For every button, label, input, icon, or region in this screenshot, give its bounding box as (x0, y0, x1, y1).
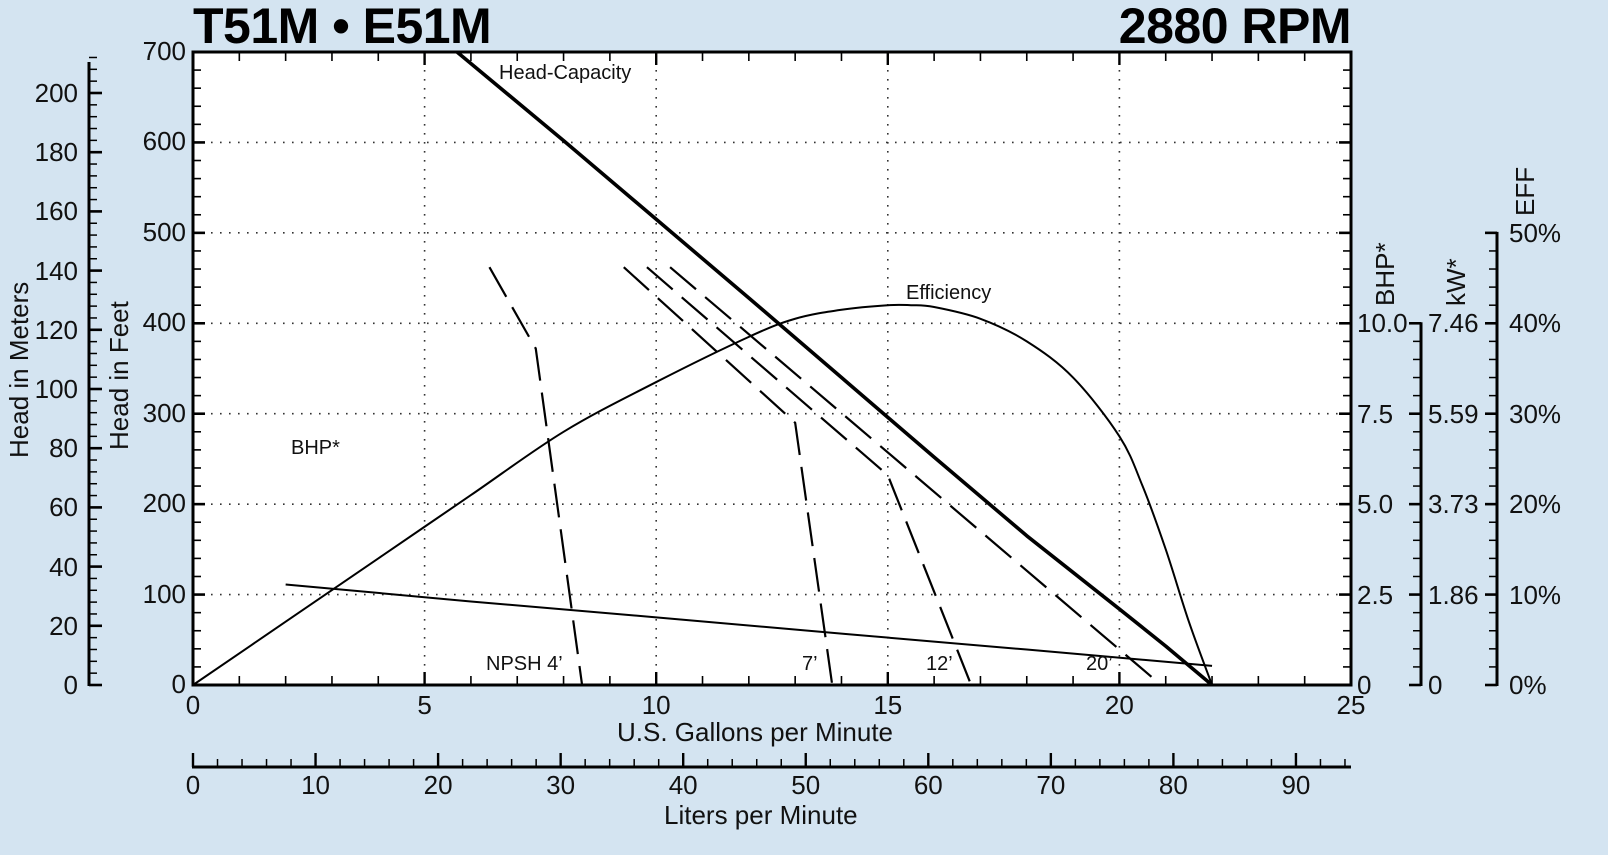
meters-tick-label: 120 (34, 314, 78, 345)
lpm-tick-label: 0 (185, 770, 201, 800)
eff-tick-label: 20% (1509, 489, 1562, 520)
efficiency-label: Efficiency (906, 282, 992, 304)
feet-tick-label: 400 (142, 307, 186, 338)
feet-axis-title: Head in Feet (104, 301, 134, 450)
gpm-axis-title: U.S. Gallons per Minute (617, 717, 894, 747)
feet-tick-label: 600 (142, 126, 186, 157)
feet-tick-label: 200 (142, 488, 186, 519)
gpm-tick-label: 20 (1104, 690, 1134, 720)
bhp-tick-label: 10.0 (1357, 308, 1408, 339)
bhp--curve (285, 583, 1213, 667)
meters-tick-label: 80 (49, 433, 78, 464)
meters-tick-label: 20 (49, 610, 78, 641)
npsh-4-label: NPSH 4’ (486, 653, 563, 675)
gpm-tick-label: 15 (873, 690, 903, 720)
meters-tick-label: 160 (34, 196, 78, 227)
efficiency-curve (192, 303, 1213, 686)
eff-tick-label: 10% (1509, 579, 1562, 610)
npsh-12--curve (646, 266, 973, 686)
eff-tick-label: 40% (1509, 308, 1562, 339)
meters-tick-label: 60 (49, 492, 78, 523)
lpm-axis-title: Liters per Minute (664, 800, 858, 830)
axes (87, 50, 1499, 769)
bhp-tick-label: 5.0 (1357, 489, 1394, 520)
bhp-tick-label: 0 (1357, 670, 1372, 700)
gpm-tick-label: 0 (185, 690, 201, 720)
meters-tick-label: 200 (34, 78, 78, 108)
lpm-tick-label: 20 (423, 770, 453, 800)
feet-tick-label: 300 (142, 397, 186, 428)
npsh-7-label: 7’ (802, 653, 818, 675)
lpm-tick-label: 10 (301, 770, 331, 800)
plot-frame (191, 50, 1353, 687)
meters-tick-label: 180 (34, 137, 78, 168)
gpm-tick-label: 25 (1336, 690, 1366, 720)
bhp-tick-label: 2.5 (1357, 579, 1394, 610)
lpm-tick-label: 50 (791, 770, 821, 800)
kw-axis-title: kW* (1441, 258, 1471, 306)
eff-tick-label: 30% (1509, 398, 1562, 429)
meters-tick-label: 100 (34, 374, 78, 404)
meters-axis-title: Head in Meters (4, 281, 34, 458)
bhp-tick-label: 7.5 (1357, 398, 1394, 429)
lpm-tick-label: 90 (1281, 770, 1311, 800)
npsh-20-label: 20’ (1086, 653, 1113, 675)
feet-tick-label: 0 (171, 669, 186, 699)
kw-tick-label: 1.86 (1428, 579, 1479, 610)
kw-tick-label: 7.46 (1428, 308, 1479, 339)
lpm-tick-label: 80 (1158, 770, 1188, 800)
lpm-tick-label: 60 (913, 770, 943, 800)
feet-tick-label: 500 (142, 216, 186, 247)
plot-background (193, 52, 1351, 685)
eff-tick-label: 0% (1509, 670, 1547, 700)
head-capacity-curve (455, 50, 1214, 687)
gpm-tick-label: 10 (641, 690, 671, 720)
kw-tick-label: 3.73 (1428, 489, 1479, 520)
model-title: T51M • E51M (193, 0, 492, 54)
npsh-20--curve (669, 266, 1162, 686)
data-series (192, 50, 1214, 687)
meters-tick-label: 0 (63, 670, 78, 700)
head-capacity-label: Head-Capacity (499, 62, 632, 84)
kw-tick-label: 0 (1428, 670, 1443, 700)
feet-tick-label: 100 (142, 578, 186, 609)
meters-tick-label: 40 (49, 551, 78, 582)
bhp-curve-label: BHP* (291, 437, 340, 459)
feet-tick-label: 700 (142, 36, 186, 66)
npsh-7--curve (623, 266, 834, 686)
lpm-tick-label: 70 (1036, 770, 1066, 800)
npsh-4--curve (488, 266, 584, 686)
grid-lines (193, 52, 1351, 685)
speed-title: 2880 RPM (1118, 0, 1352, 54)
plot-area (193, 52, 1351, 685)
npsh-12-label: 12’ (926, 653, 953, 675)
eff-axis-title: EFF (1510, 166, 1540, 216)
lpm-tick-label: 30 (546, 770, 576, 800)
eff-tick-label: 50% (1509, 217, 1562, 248)
kw-tick-label: 5.59 (1428, 398, 1479, 429)
meters-tick-label: 140 (34, 255, 78, 286)
lpm-tick-label: 40 (668, 770, 698, 800)
gpm-tick-label: 5 (417, 690, 432, 720)
bhp-axis-title: BHP* (1370, 242, 1400, 306)
